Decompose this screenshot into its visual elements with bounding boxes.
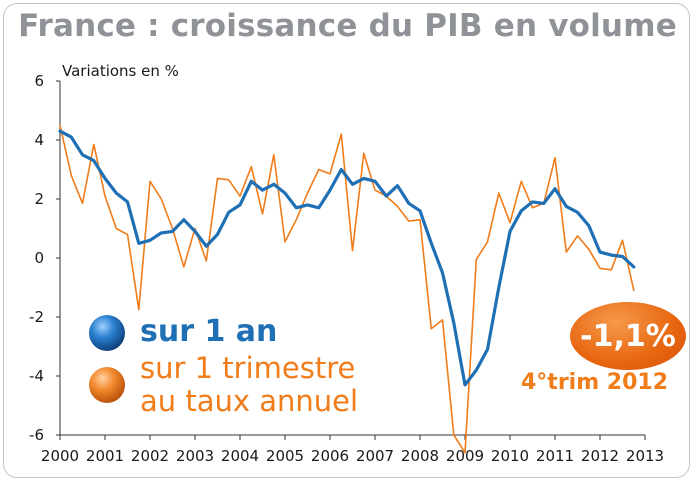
x-tick-label: 2001 — [86, 447, 124, 465]
series-line-quarterly — [59, 124, 635, 454]
y-tick-label: 4 — [34, 131, 44, 149]
y-tick-label: 2 — [34, 190, 44, 208]
y-tick-label: 6 — [34, 72, 44, 90]
y-tick-label: 0 — [34, 249, 44, 267]
y-axis-label: Variations en % — [62, 62, 179, 80]
series-line-annual — [58, 129, 636, 387]
last-value-badge: -1,1% — [570, 302, 686, 370]
x-tick-label: 2004 — [221, 447, 259, 465]
x-tick-label: 2011 — [536, 447, 574, 465]
legend-marker-annual — [89, 315, 125, 351]
x-tick-label: 2000 — [41, 447, 79, 465]
legend-marker-quarterly — [89, 367, 125, 403]
x-tick-label: 2003 — [176, 447, 214, 465]
y-tick-label: -2 — [29, 308, 44, 326]
x-tick-label: 2005 — [266, 447, 304, 465]
x-tick-label: 2008 — [401, 447, 439, 465]
x-tick-label: 2007 — [356, 447, 394, 465]
y-tick-label: -4 — [29, 367, 44, 385]
x-tick-label: 2012 — [581, 447, 619, 465]
legend-label-annual: sur 1 an — [140, 314, 278, 349]
x-tick-label: 2006 — [311, 447, 349, 465]
chart-title: France : croissance du PIB en volume — [18, 8, 677, 44]
x-tick-label: 2002 — [131, 447, 169, 465]
x-tick-label: 2013 — [626, 447, 664, 465]
last-value-period: 4°trim 2012 — [521, 370, 669, 395]
legend-label-quarterly: sur 1 trimestre au taux annuel — [140, 351, 359, 418]
x-tick-label: 2009 — [446, 447, 484, 465]
y-tick-label: -6 — [29, 426, 44, 444]
x-tick-label: 2010 — [491, 447, 529, 465]
